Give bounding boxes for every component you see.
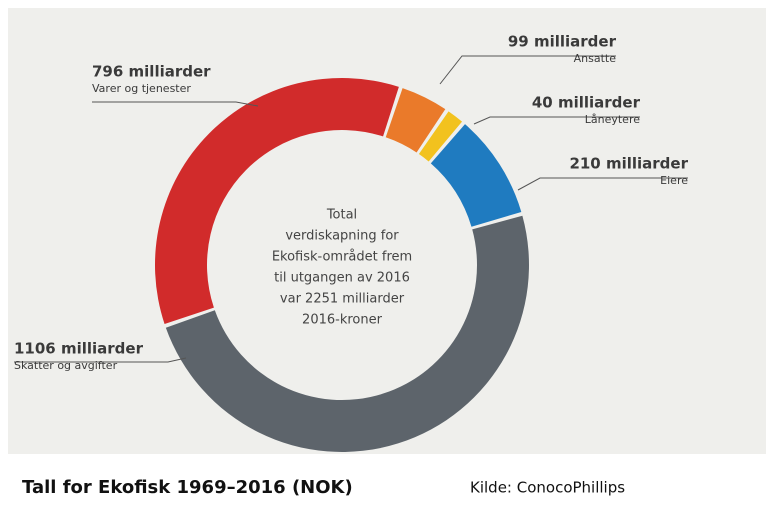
donut [155, 78, 529, 452]
caption: Tall for Ekofisk 1969–2016 (NOK) [22, 477, 353, 498]
donut-segment [155, 78, 399, 325]
leader-line [439, 55, 616, 85]
value-label: 1106 milliarder [14, 340, 144, 358]
center-text: verdiskapning for [285, 229, 399, 244]
center-text: til utgangen av 2016 [274, 271, 410, 286]
source: Kilde: ConocoPhillips [470, 479, 625, 497]
donut-segment [385, 88, 446, 153]
category-label: Låneytere [585, 113, 640, 126]
category-label: Varer og tjenester [92, 82, 191, 95]
category-label: Skatter og avgifter [14, 359, 118, 372]
leader-line [473, 116, 640, 125]
donut-segment [165, 215, 529, 452]
value-label: 210 milliarder [569, 155, 688, 173]
category-label: Ansatte [574, 52, 617, 65]
center-text: 2016-kroner [302, 313, 383, 328]
center-text: Total [326, 208, 357, 223]
leader-line [92, 101, 259, 107]
leader-line [517, 177, 688, 191]
center-text: Ekofisk-området frem [272, 250, 412, 265]
value-label: 796 milliarder [92, 63, 211, 81]
value-label: 40 milliarder [532, 94, 641, 112]
center-text: var 2251 milliarder [280, 292, 405, 307]
donut-segment [430, 124, 522, 227]
panel [8, 8, 766, 454]
value-label: 99 milliarder [508, 33, 617, 51]
leader-line [14, 357, 187, 363]
donut-segment [418, 111, 463, 162]
category-label: Eiere [660, 174, 688, 187]
